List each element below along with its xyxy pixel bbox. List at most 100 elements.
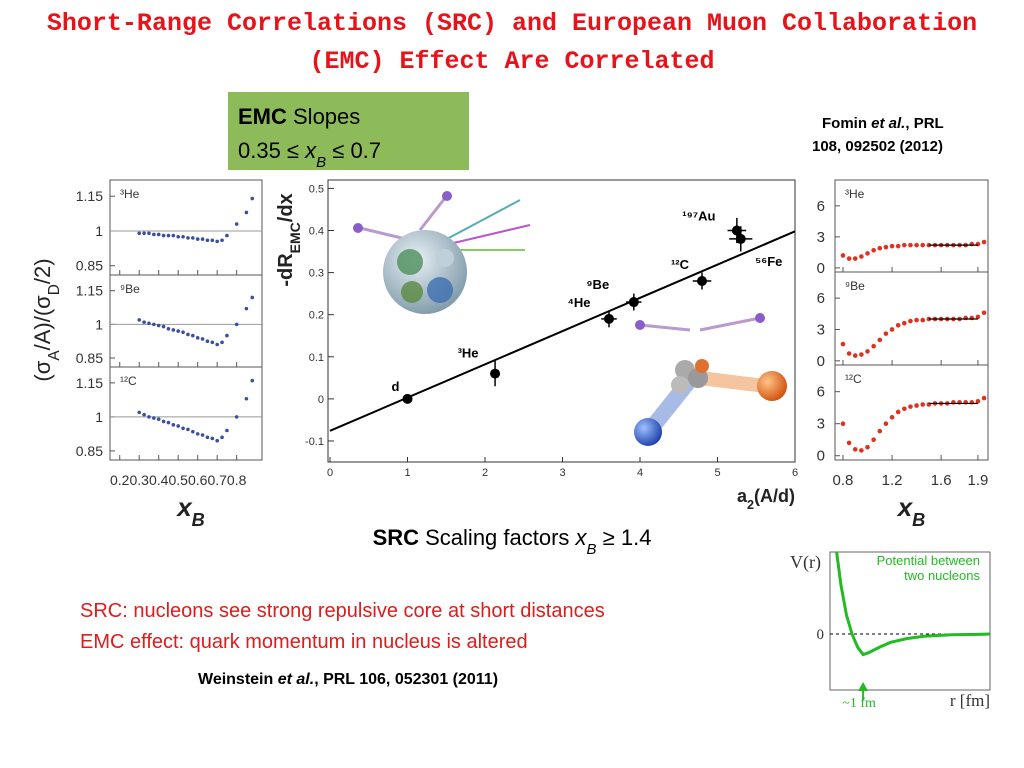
y-tick-label: 6 bbox=[817, 290, 825, 307]
data-point bbox=[215, 438, 219, 443]
y-tick-label: 0.1 bbox=[309, 352, 324, 364]
data-point bbox=[195, 432, 200, 436]
data-point bbox=[250, 378, 255, 383]
x-tick-label: 0.5 bbox=[168, 472, 188, 488]
text-part: B bbox=[316, 154, 326, 171]
y-tick-label: 0.3 bbox=[309, 268, 324, 280]
data-point bbox=[859, 352, 864, 357]
data-point bbox=[840, 341, 846, 347]
data-point bbox=[166, 420, 171, 425]
data-point bbox=[604, 313, 614, 324]
y-tick-label: 0.85 bbox=[76, 443, 103, 459]
point-label: ¹²C bbox=[671, 257, 690, 272]
nucleus-illustration bbox=[353, 191, 531, 314]
data-point bbox=[147, 231, 151, 236]
text-part: SRC bbox=[373, 525, 420, 550]
data-point bbox=[191, 333, 195, 338]
panel-frame bbox=[834, 364, 989, 461]
point-label: ⁵⁶Fe bbox=[755, 254, 782, 269]
x-tick-label: 1.2 bbox=[882, 472, 903, 489]
note: SRC: nucleons see strong repulsive core … bbox=[80, 600, 605, 622]
text-part: x bbox=[304, 138, 317, 163]
panel-label: ⁹Be bbox=[120, 282, 140, 296]
y-tick-label: 0.5 bbox=[309, 183, 324, 195]
data-point bbox=[877, 337, 883, 343]
data-point bbox=[859, 448, 864, 453]
x-tick-label: 5 bbox=[714, 467, 720, 479]
data-point bbox=[981, 239, 987, 245]
data-point bbox=[215, 342, 219, 347]
data-point bbox=[402, 393, 413, 404]
data-point bbox=[156, 417, 161, 421]
data-point bbox=[902, 320, 907, 326]
point-label: ¹⁹⁷Au bbox=[682, 209, 715, 224]
reference: 108, 092502 (2012) bbox=[812, 138, 943, 155]
x-tick-label: 0.7 bbox=[207, 472, 227, 488]
data-point bbox=[840, 421, 846, 427]
data-point bbox=[225, 233, 229, 238]
data-point bbox=[865, 349, 870, 354]
data-point bbox=[852, 353, 858, 358]
data-point bbox=[186, 332, 190, 337]
data-point bbox=[186, 236, 190, 240]
text-part: a bbox=[737, 486, 748, 506]
data-point bbox=[200, 237, 205, 241]
data-point bbox=[490, 368, 501, 379]
data-point bbox=[908, 242, 913, 248]
y-tick-label: 0.2 bbox=[309, 310, 324, 322]
y-tick-label: 0.85 bbox=[76, 350, 103, 366]
y-tick-label: 1.15 bbox=[76, 283, 103, 299]
data-point bbox=[191, 236, 195, 240]
data-point bbox=[628, 297, 639, 308]
panel-label: ³He bbox=[845, 187, 865, 201]
data-point bbox=[195, 237, 200, 241]
data-point bbox=[981, 310, 987, 316]
text-part: B bbox=[192, 510, 205, 530]
data-point bbox=[147, 415, 151, 419]
data-point bbox=[895, 322, 901, 328]
data-point bbox=[195, 336, 200, 340]
data-point bbox=[200, 337, 205, 341]
data-point bbox=[205, 238, 210, 243]
text-part: ≤ 0.7 bbox=[326, 138, 381, 163]
point-label: ³He bbox=[458, 346, 479, 361]
plot-frame bbox=[327, 179, 796, 463]
y-tick-label: 1 bbox=[95, 223, 103, 239]
data-point bbox=[152, 232, 156, 237]
data-point bbox=[210, 340, 215, 345]
y-tick-label: 6 bbox=[817, 198, 825, 215]
data-point bbox=[225, 333, 229, 338]
x-tick-label: 1 bbox=[404, 467, 410, 479]
data-point bbox=[171, 233, 176, 238]
data-point bbox=[889, 327, 895, 332]
data-point bbox=[902, 242, 907, 248]
x-tick-label: 0.3 bbox=[129, 472, 149, 488]
y-tick-label: 6 bbox=[817, 384, 825, 401]
data-point bbox=[156, 232, 161, 237]
x-tick-label: 0.6 bbox=[188, 472, 208, 488]
data-point bbox=[871, 343, 876, 349]
data-point bbox=[731, 225, 742, 236]
x-tick-label: 0.4 bbox=[149, 472, 169, 488]
text-part: x bbox=[175, 492, 193, 522]
y-tick-label: 1 bbox=[95, 409, 103, 425]
data-point bbox=[137, 231, 142, 236]
data-point bbox=[914, 242, 919, 248]
data-point bbox=[883, 244, 889, 250]
src-illustration bbox=[634, 313, 787, 446]
data-point bbox=[883, 421, 889, 427]
data-point bbox=[920, 402, 926, 407]
text-part: 2 bbox=[747, 498, 754, 512]
text-part: A bbox=[46, 350, 63, 361]
panel-frame bbox=[109, 366, 263, 461]
panel-label: ⁹Be bbox=[845, 279, 865, 293]
y-tick-label: 1 bbox=[95, 316, 103, 332]
data-point bbox=[920, 242, 926, 248]
text-part: Weinstein bbox=[198, 671, 278, 688]
data-point bbox=[181, 234, 185, 239]
data-point bbox=[877, 245, 883, 251]
data-point bbox=[244, 210, 249, 215]
data-point bbox=[250, 295, 255, 300]
data-point bbox=[166, 233, 171, 238]
data-point bbox=[865, 251, 870, 256]
